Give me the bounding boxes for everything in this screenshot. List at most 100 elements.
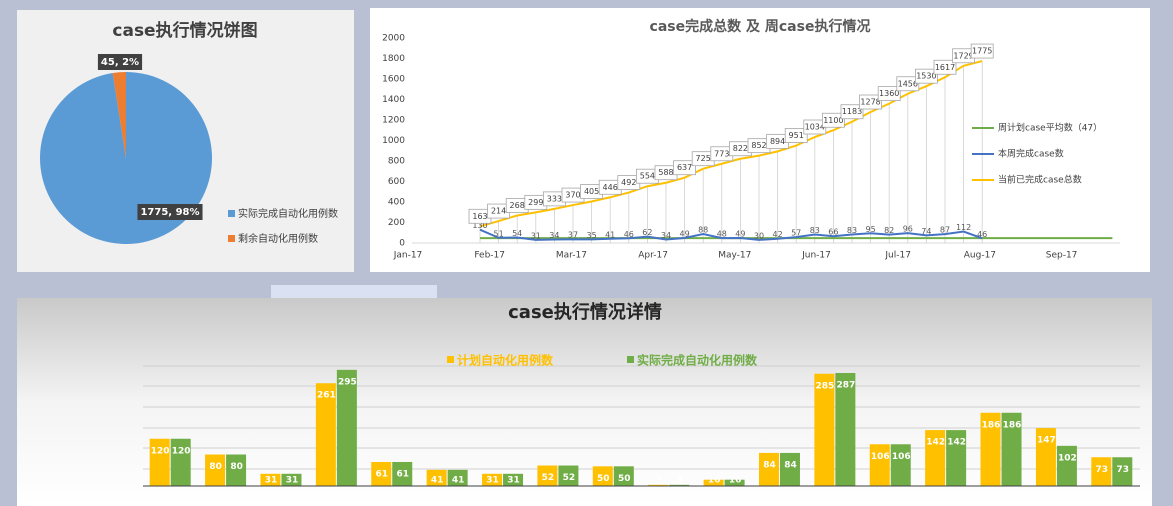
data-label: 74	[921, 227, 931, 236]
legend-label: 计划自动化用例数	[457, 353, 554, 368]
bar-title: case执行情况详情	[508, 301, 662, 323]
data-label: 50	[618, 474, 631, 484]
legend-label: 剩余自动化用例数	[238, 232, 318, 245]
data-label: 333	[547, 194, 562, 203]
data-label: 80	[209, 462, 222, 472]
data-label: 1100	[823, 116, 843, 125]
data-label-box	[933, 59, 957, 75]
legend-swatch	[627, 356, 634, 363]
data-label: 41	[605, 230, 615, 239]
data-label: 54	[512, 229, 522, 238]
data-label: 84	[784, 460, 797, 470]
bar	[835, 372, 856, 486]
data-label: 370	[565, 191, 580, 200]
data-label-box	[784, 128, 808, 143]
bar	[558, 465, 579, 486]
y-tick-label: 1400	[382, 95, 405, 105]
data-label-bg	[137, 204, 203, 220]
data-label: 48	[717, 230, 727, 239]
data-label-bg	[97, 54, 143, 70]
data-label: 163	[472, 212, 487, 221]
data-label: 3	[677, 476, 683, 486]
pie-title: case执行情况饼图	[112, 20, 257, 41]
data-label: 96	[903, 225, 913, 234]
bar	[1056, 445, 1077, 486]
bar	[669, 484, 690, 486]
bar	[336, 369, 357, 486]
data-label: 1183	[842, 107, 862, 116]
data-label: 1278	[860, 98, 880, 107]
data-label: 299	[528, 198, 543, 207]
data-label: 1617	[935, 63, 955, 72]
data-label: 46	[977, 230, 987, 239]
data-label-box	[877, 86, 901, 101]
y-tick-label: 1000	[382, 136, 405, 146]
y-tick-label: 2000	[382, 34, 405, 44]
bar	[980, 412, 1001, 486]
legend-label: 当前已完成case总数	[998, 174, 1082, 186]
bar	[170, 438, 191, 486]
data-label: 34	[549, 231, 559, 240]
legend-swatch	[228, 235, 235, 242]
data-label: 1775	[972, 47, 992, 56]
data-label: 83	[847, 226, 857, 235]
pie-slice	[112, 72, 126, 158]
data-label: 268	[510, 201, 525, 210]
bar	[537, 465, 558, 486]
bar	[426, 469, 447, 486]
data-label: 214	[491, 207, 506, 216]
bar	[482, 473, 503, 486]
data-label-box	[896, 76, 920, 92]
data-label: 3	[656, 476, 662, 486]
data-label: 41	[431, 476, 444, 486]
data-label: 287	[836, 380, 855, 390]
data-label-box	[915, 68, 938, 84]
y-tick-label: 1800	[382, 54, 405, 64]
data-label: 261	[317, 391, 336, 401]
bar	[779, 452, 800, 486]
bar	[149, 438, 170, 486]
data-label: 35	[587, 231, 597, 240]
data-label: 16	[708, 476, 721, 486]
x-tick-label: Apr-17	[638, 251, 668, 261]
data-label: 73	[1117, 465, 1130, 475]
data-label: 52	[563, 473, 576, 483]
x-tick-label: Mar-17	[556, 251, 587, 261]
bar	[814, 373, 835, 486]
data-label: 142	[947, 438, 966, 448]
data-label: 61	[396, 469, 409, 479]
data-label: 852	[751, 141, 766, 150]
data-label: 80	[230, 462, 243, 472]
data-label: 1456	[898, 79, 918, 88]
bar	[1035, 428, 1056, 486]
data-label: 31	[531, 231, 541, 240]
bar	[1001, 412, 1022, 486]
data-label: 142	[926, 438, 945, 448]
data-label: 1530	[916, 72, 936, 81]
data-label: 82	[884, 226, 894, 235]
data-label: 62	[642, 228, 652, 237]
data-label-box	[970, 43, 994, 59]
bar	[371, 461, 392, 486]
data-label: 951	[789, 131, 804, 140]
data-label: 588	[658, 168, 673, 177]
legend-label: 周计划case平均数（47）	[998, 122, 1102, 134]
bar	[392, 461, 413, 486]
data-label: 46	[624, 230, 634, 239]
data-label: 31	[265, 476, 278, 486]
data-label: 73	[1096, 465, 1109, 475]
data-label: 84	[763, 460, 776, 470]
data-label: 725	[696, 154, 711, 163]
data-label-box	[673, 160, 696, 176]
y-tick-label: 200	[388, 218, 405, 228]
data-label: 446	[603, 183, 618, 192]
y-tick-label: 800	[388, 157, 405, 167]
legend-swatch	[228, 210, 235, 217]
legend-label: 实际完成自动化用例数	[238, 207, 338, 220]
data-label: 31	[486, 476, 499, 486]
y-tick-label: 1600	[382, 75, 405, 85]
data-label: 16	[729, 476, 742, 486]
data-label: 61	[375, 469, 388, 479]
x-tick-label: Aug-17	[964, 251, 996, 261]
